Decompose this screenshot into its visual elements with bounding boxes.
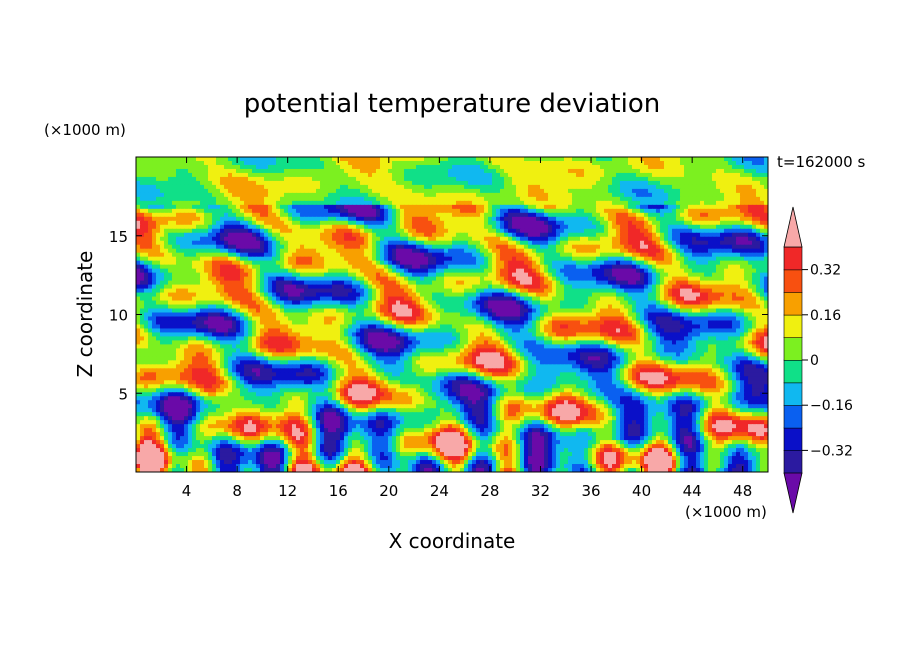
x-tick-label: 32 — [531, 482, 550, 500]
colorbar-bin — [783, 450, 803, 474]
colorbar-upper-extension — [783, 206, 803, 248]
y-tick-label: 10 — [109, 307, 128, 325]
colorbar-bin — [783, 359, 803, 384]
colorbar-bin — [783, 427, 803, 451]
y-tick-label: 5 — [118, 385, 128, 403]
colorbar-tick-label: 0.16 — [810, 308, 841, 324]
colorbar-tick-label: 0.32 — [810, 263, 841, 279]
colorbar-bin — [783, 314, 803, 338]
colorbar-bin — [783, 337, 803, 361]
x-tick-label: 24 — [430, 482, 449, 500]
colorbar-lower-extension — [783, 472, 803, 514]
colorbar-tick-label: −0.16 — [810, 398, 853, 414]
x-tick-label: 16 — [329, 482, 348, 500]
colorbar-bin — [783, 382, 803, 406]
x-tick-label: 36 — [581, 482, 600, 500]
y-axis-title: Z coordinate — [73, 251, 97, 378]
x-tick-label: 48 — [733, 482, 752, 500]
colorbar-bin — [783, 269, 803, 293]
x-tick-label: 12 — [278, 482, 297, 500]
colorbar-bin — [783, 291, 803, 316]
contour-field — [136, 157, 768, 472]
x-axis: 4 8 12 16 20 24 28 32 36 40 44 48 — [182, 157, 752, 500]
x-tick-label: 8 — [232, 482, 242, 500]
y-tick-label: 15 — [109, 228, 128, 246]
time-label: t=162000 s — [777, 153, 865, 171]
colorbar: 0.32 0.16 0 −0.16 −0.32 — [783, 206, 853, 514]
colorbar-bin — [783, 246, 803, 271]
x-tick-label: 4 — [182, 482, 192, 500]
y-unit-label: (×1000 m) — [44, 121, 126, 139]
colorbar-bin — [783, 404, 803, 429]
x-unit-label: (×1000 m) — [685, 503, 767, 521]
x-axis-title: X coordinate — [389, 529, 516, 553]
x-tick-label: 40 — [632, 482, 651, 500]
x-tick-label: 28 — [480, 482, 499, 500]
chart-title: potential temperature deviation — [244, 89, 660, 119]
x-tick-label: 44 — [683, 482, 702, 500]
x-tick-label: 20 — [379, 482, 398, 500]
colorbar-tick-label: 0 — [810, 353, 819, 369]
colorbar-tick-label: −0.32 — [810, 443, 853, 459]
y-axis: 5 10 15 — [109, 228, 768, 403]
